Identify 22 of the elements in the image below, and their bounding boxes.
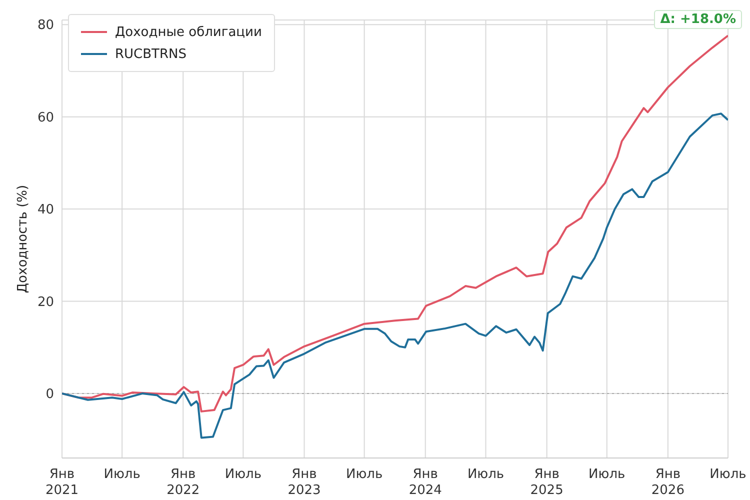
y-tick-label: 0 xyxy=(46,387,54,402)
x-tick-label: Янв 2021 xyxy=(45,467,79,498)
x-tick-label: Янв 2023 xyxy=(288,467,321,498)
y-tick-label: 40 xyxy=(37,202,54,218)
x-tick-label: Янв 2025 xyxy=(530,467,564,498)
annotation: Δ: +18.0% xyxy=(654,10,742,29)
legend-label: RUCBTRNS xyxy=(115,46,186,62)
x-tick-label: Янв 2026 xyxy=(651,467,684,498)
y-axis-title: Доходность (%) xyxy=(16,184,31,294)
x-tick-label: Янв 2022 xyxy=(166,467,200,498)
x-tick-label: Янв 2024 xyxy=(408,467,442,498)
x-tick-label: Июль xyxy=(224,467,262,482)
x-tick-label: Июль xyxy=(710,467,746,482)
x-tick-label: Июль xyxy=(588,467,626,482)
y-tick-label: 80 xyxy=(37,18,54,34)
x-tick-label: Июль xyxy=(104,467,140,482)
x-tick-label: Июль xyxy=(346,467,383,482)
y-tick-label: 60 xyxy=(37,110,54,126)
legend-label: Доходные облигации xyxy=(115,24,262,40)
y-tick-label: 20 xyxy=(37,294,54,310)
line-series xyxy=(62,112,728,439)
x-tick-label: Июль xyxy=(467,467,504,482)
